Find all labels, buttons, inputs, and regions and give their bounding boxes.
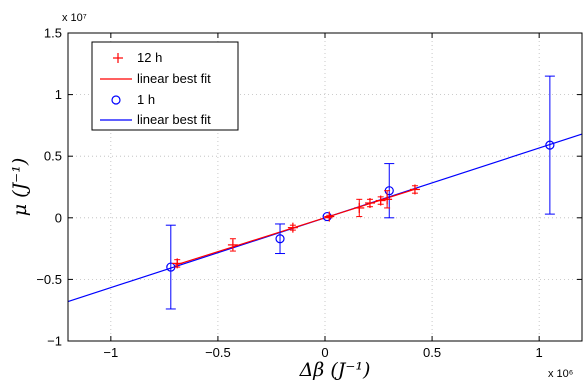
legend-label: 12 h bbox=[137, 50, 162, 65]
legend-entry-1h: 1 h bbox=[111, 92, 155, 107]
legend-label: linear best fit bbox=[137, 112, 211, 127]
x-tick-label: −0.5 bbox=[205, 345, 231, 360]
y-tick-label: 0 bbox=[55, 210, 62, 225]
legend: 12 h linear best fit 1 h linear best fit bbox=[91, 41, 239, 131]
data-point-circle bbox=[275, 234, 285, 244]
fit-line bbox=[174, 188, 418, 266]
legend-entry-fit-1h: linear best fit bbox=[100, 112, 211, 127]
x-tick-label: 1 bbox=[536, 345, 543, 360]
y-tick-label: −0.5 bbox=[36, 272, 62, 287]
x-tick-label: −1 bbox=[103, 345, 118, 360]
x-axis-label: Δβ (J⁻¹) bbox=[299, 359, 371, 381]
x-tick-label: 0 bbox=[321, 345, 328, 360]
series-layer bbox=[67, 75, 583, 310]
y-tick-label: 0.5 bbox=[44, 149, 62, 164]
y-tick-label: −1 bbox=[47, 334, 62, 349]
legend-entry-12h: 12 h bbox=[113, 50, 162, 65]
y-tick-label: 1.5 bbox=[44, 26, 62, 41]
legend-entry-fit-12h: linear best fit bbox=[100, 71, 211, 86]
x-multiplier: x 10⁶ bbox=[548, 368, 573, 380]
x-tick-labels: −1 −0.5 0 0.5 1 bbox=[103, 345, 542, 360]
y-axis-label: μ (J⁻¹) bbox=[9, 158, 31, 216]
legend-marker-circle bbox=[111, 95, 121, 105]
x-tick-label: 0.5 bbox=[423, 345, 441, 360]
legend-box bbox=[91, 41, 239, 131]
y-tick-label: 1 bbox=[55, 87, 62, 102]
y-tick-labels: −1 −0.5 0 0.5 1 1.5 bbox=[36, 26, 62, 349]
data-point-circle bbox=[545, 140, 555, 150]
y-multiplier: x 10⁷ bbox=[62, 12, 87, 24]
plot-frame bbox=[67, 32, 583, 342]
legend-label: linear best fit bbox=[137, 71, 211, 86]
legend-label: 1 h bbox=[137, 92, 155, 107]
